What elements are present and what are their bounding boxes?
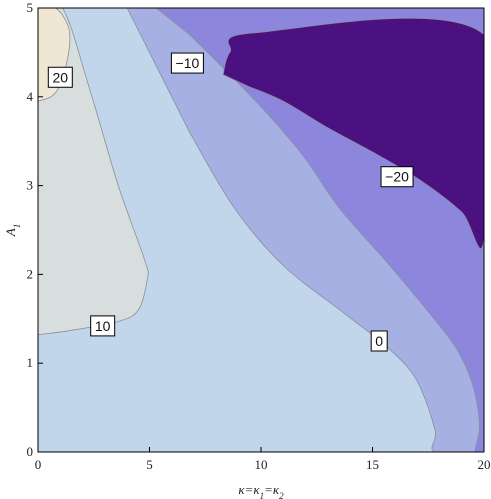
contour-regions [38, 8, 484, 452]
y-tick-label: 3 [27, 178, 34, 193]
contour-label-box [90, 315, 116, 337]
y-tick-label: 2 [27, 266, 34, 281]
contour-label: −20 [380, 166, 414, 188]
x-axis-title: κ=κ1=κ2 [238, 482, 284, 499]
contour-label-box [380, 166, 414, 188]
contour-label-box [170, 52, 204, 74]
contour-label-text: 10 [95, 318, 111, 334]
contour-label-box [47, 66, 73, 88]
y-tick-label: 0 [27, 444, 34, 459]
x-tick-label: 10 [255, 457, 268, 472]
contour-label-text: 20 [53, 69, 69, 85]
contour-label-text: 0 [375, 333, 383, 349]
contour-label-text: −20 [385, 169, 409, 185]
contour-label: −10 [170, 52, 204, 74]
contour-label: 10 [90, 315, 116, 337]
x-tick-label: 15 [366, 457, 379, 472]
contour-label: 20 [47, 66, 73, 88]
x-tick-label: 5 [146, 457, 153, 472]
region-below-minus-20 [222, 17, 484, 249]
contour-label-box [370, 330, 388, 352]
contour-label-text: −10 [176, 55, 200, 71]
y-axis-title: A1 [3, 224, 22, 237]
contour-label: 0 [370, 330, 388, 352]
contour-labels: 20 −10 −20 10 0 [47, 52, 414, 352]
y-tick-label: 5 [27, 0, 34, 15]
x-tick-label: 0 [35, 457, 42, 472]
y-axis: 0 1 2 3 4 5 [27, 0, 43, 459]
y-tick-label: 4 [27, 89, 34, 104]
x-axis: 0 5 10 15 20 [35, 447, 491, 472]
x-tick-label: 20 [478, 457, 491, 472]
y-tick-label: 1 [27, 355, 34, 370]
